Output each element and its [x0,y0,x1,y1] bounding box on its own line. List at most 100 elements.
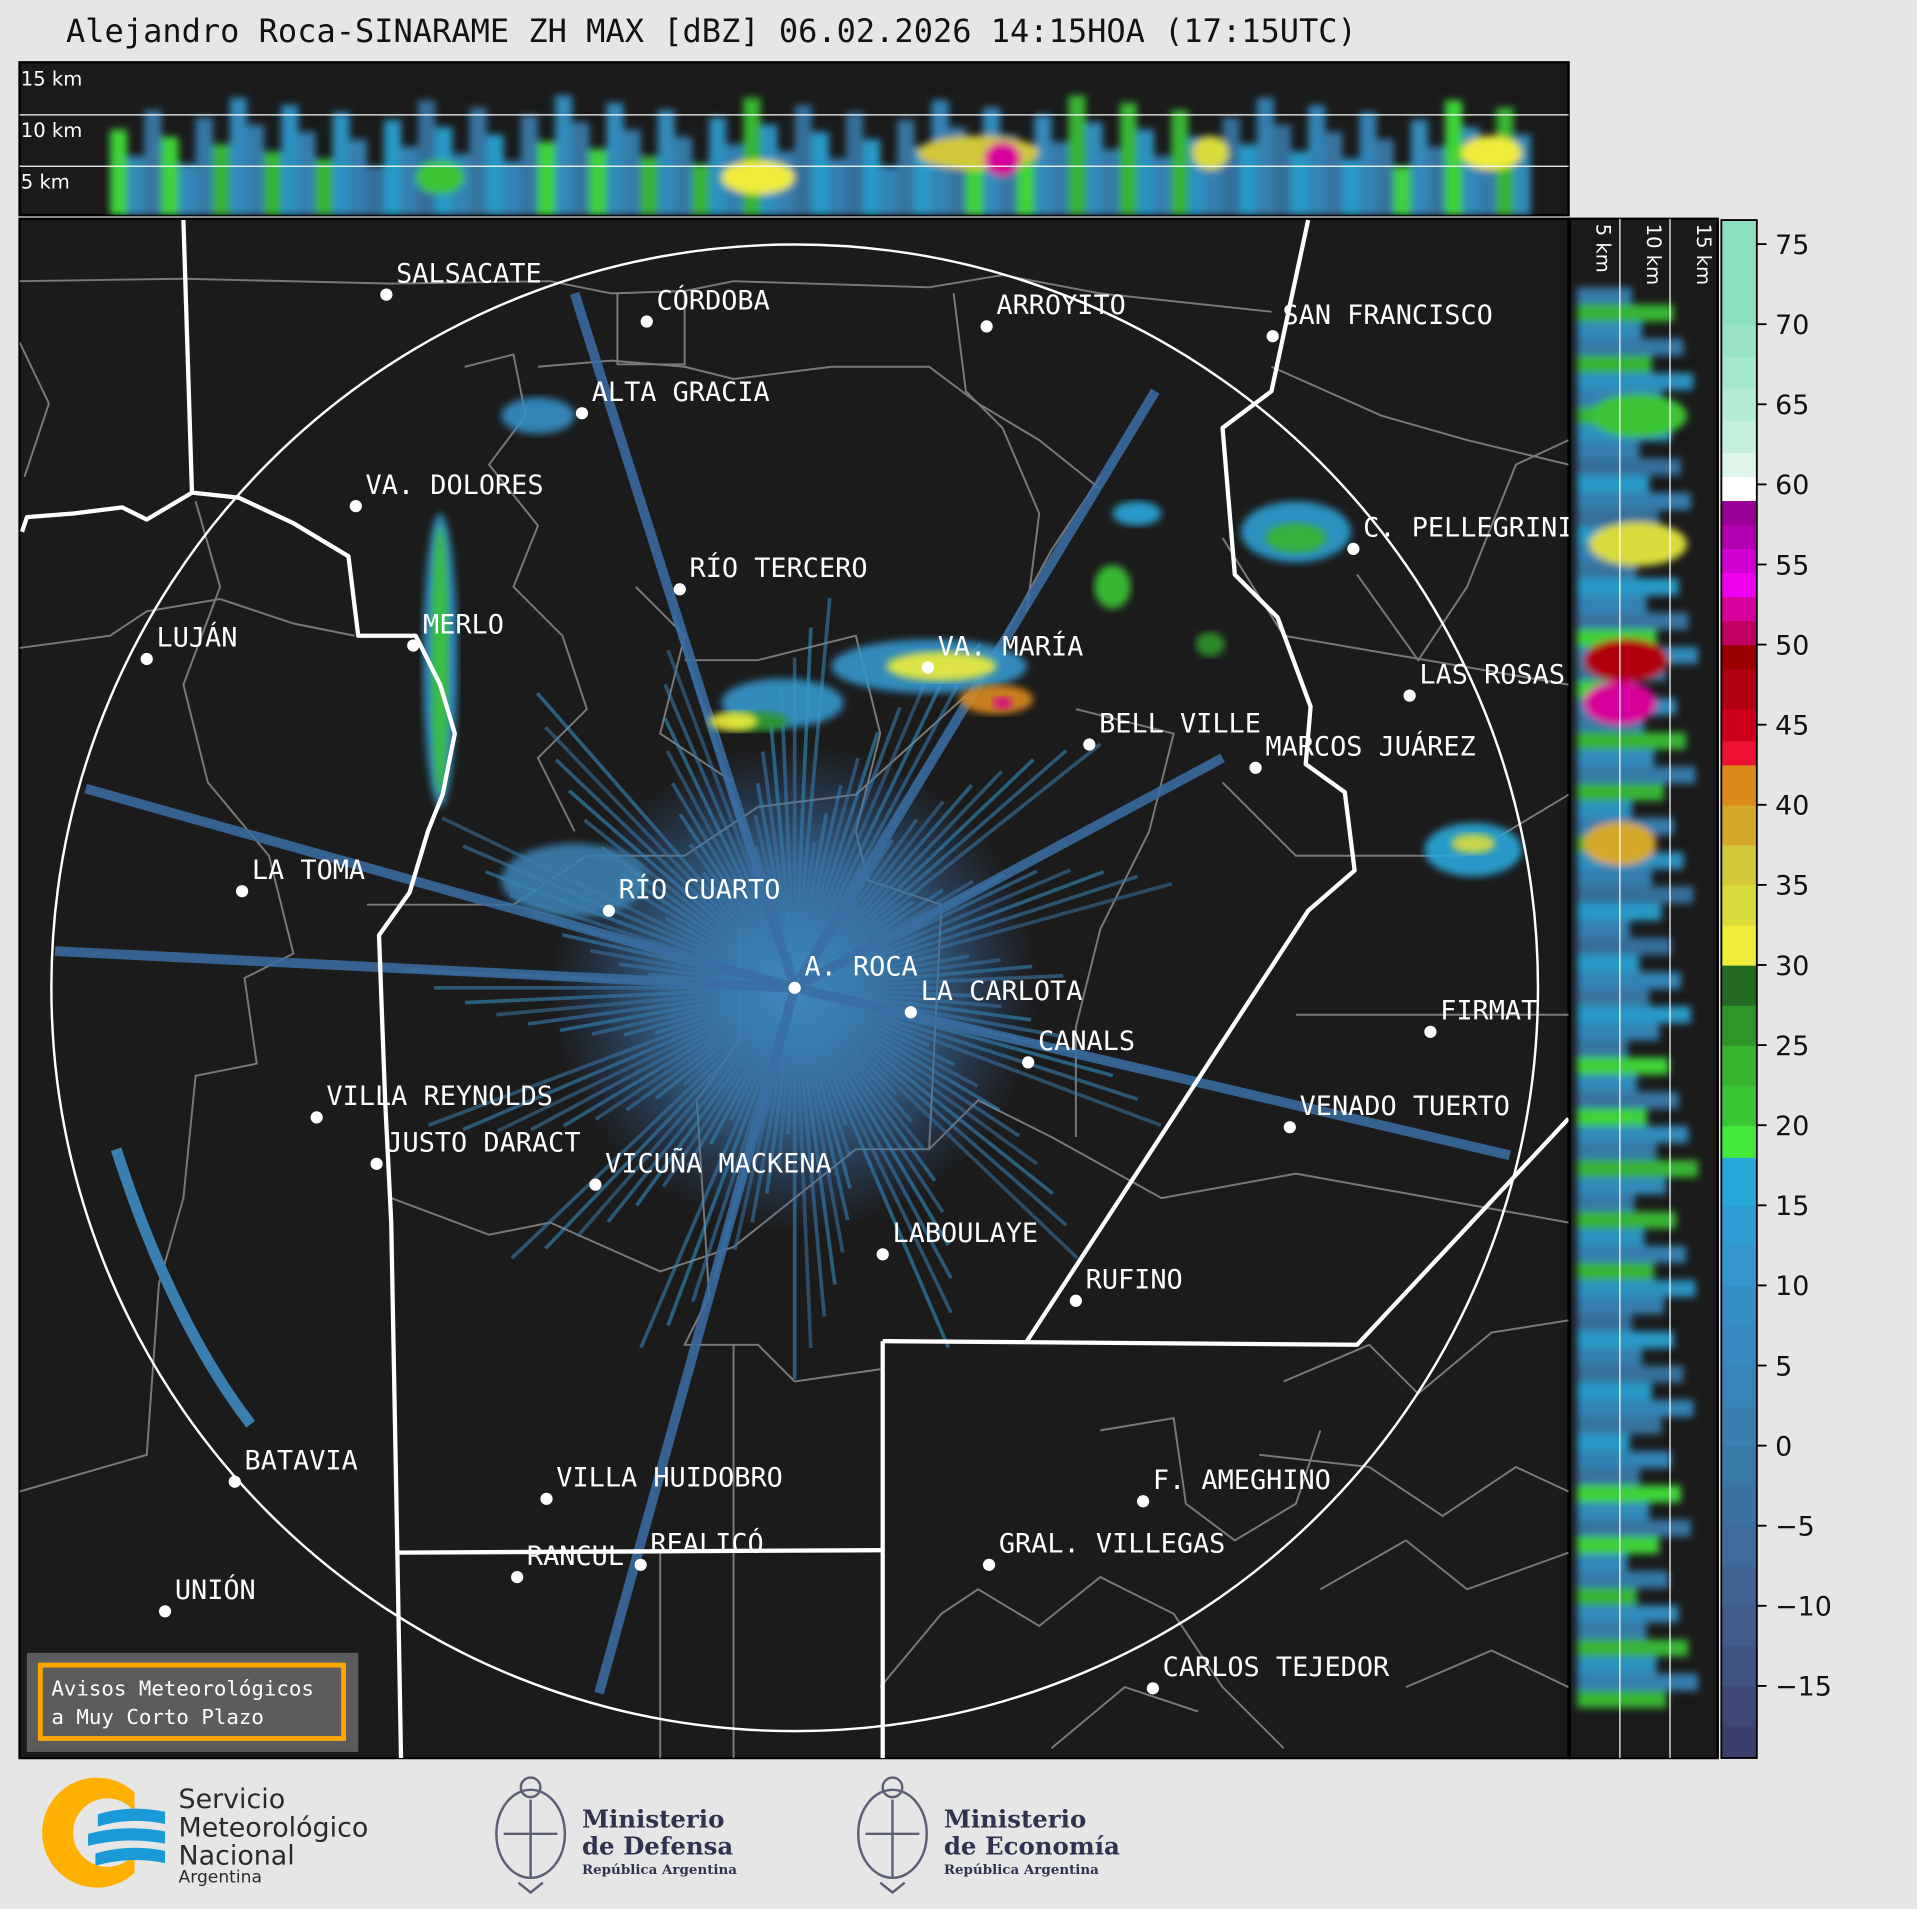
smn-line1: Servicio [179,1784,286,1815]
cross-section-echo [401,146,419,216]
cross-section-echo [1589,393,1688,438]
cross-section-echo [1273,124,1292,216]
colorbar-tick-label: −15 [1775,1672,1832,1703]
cross-section-echo [846,112,864,216]
cross-section-echo [1171,110,1189,216]
city-marker-icon [407,639,420,652]
city-marker-icon [980,320,993,333]
warning-link-box[interactable]: Avisos Meteorológicos a Muy Corto Plazo [26,1652,359,1752]
echo-cell [1265,523,1327,553]
province-boundaries [20,219,1569,1759]
cross-section-echo [1342,158,1360,216]
city-label: GRAL. VILLEGAS [999,1529,1226,1560]
city-label: VA. DOLORES [366,470,544,501]
cross-section-echo [1577,1177,1667,1195]
colorbar-bin [1721,1525,1757,1567]
city-label: VENADO TUERTO [1300,1091,1510,1122]
cross-section-echo [1393,166,1411,216]
colorbar-bin [1721,596,1757,622]
city-marker-icon [921,661,935,674]
cross-section-echo [1577,1553,1628,1571]
cross-section-echo [298,132,316,216]
colorbar-bin [1721,708,1757,742]
colorbar-bin [1721,924,1757,966]
colorbar-bin [1721,1405,1757,1447]
colorbar-bin [1721,740,1757,766]
cross-section-echo [606,102,624,216]
colorbar-tick-label: −5 [1775,1512,1815,1543]
cross-section-echo [1577,1194,1635,1212]
colorbar-bin [1721,1005,1757,1046]
city-label: LA TOMA [252,855,365,886]
city-marker-icon [1266,330,1279,343]
cross-section-echo [418,100,436,216]
defensa-line1: Ministerio [582,1805,724,1834]
cross-section-echo [984,141,1021,177]
cross-section-echo [589,149,607,216]
city-label: LUJÁN [157,622,238,654]
colorbar-bin [1721,356,1757,389]
cross-section-echo [897,119,915,216]
cross-section-echo [623,129,641,216]
colorbar-bin [1721,524,1757,550]
cross-section-echo [1577,1280,1696,1298]
city-label: A. ROCA [804,952,917,983]
colorbar-bin [1721,965,1757,1006]
city-label: LABOULAYE [892,1218,1038,1249]
colorbar-bin [1721,1365,1757,1407]
cross-section-echo [1577,886,1694,904]
cross-section-echo [144,110,162,216]
cross-section-echo [366,166,384,216]
top-cross-section-panel: 15 km 10 km 5 km [18,61,1570,217]
echo-cell [1195,632,1226,657]
cross-section-echo [657,110,675,216]
city-marker-icon [1069,1294,1082,1307]
city-label: CANALS [1038,1026,1135,1057]
cross-section-echo [1577,1690,1667,1708]
cross-section-echo [1051,141,1069,216]
city-marker-icon [349,500,362,513]
city-label: FIRMAT [1440,996,1537,1027]
cross-section-echo [264,151,282,216]
colorbar-bin [1721,452,1757,477]
city-label: CARLOS TEJEDOR [1163,1652,1390,1683]
cross-section-echo [863,139,881,216]
cross-section-echo [1577,578,1679,596]
cross-section-echo [1577,1091,1679,1109]
colorbar-tick-label: 25 [1775,1031,1809,1062]
radar-map: SALSACATE CÓRDOBA ARROYITO SAN FRANCISCO ALT… [18,217,1573,1760]
colorbar-bin [1721,1157,1757,1206]
echo-cell [1112,501,1162,526]
city-marker-icon [158,1605,172,1618]
city-marker-icon [1146,1682,1159,1695]
economia-logo: Ministerio de Economía República Argenti… [857,1776,1120,1895]
city-label: RANCUL [527,1541,624,1572]
city-label: C. PELLEGRINI [1363,513,1573,544]
colorbar-bin [1721,420,1757,453]
city-marker-icon [982,1558,996,1571]
cross-section-echo [110,129,128,216]
city-marker-icon [235,885,249,898]
cross-section-echo [1376,139,1394,216]
cross-section-echo [1577,1023,1660,1041]
cross-section-echo [1577,1143,1657,1161]
cross-section-echo [332,112,350,216]
cross-section-echo [828,158,847,216]
cross-section-echo [1577,1245,1686,1263]
city-marker-icon [370,1157,383,1170]
cross-section-echo [555,95,573,216]
cross-section-echo [811,132,829,216]
colorbar-bin [1721,1205,1757,1246]
cross-section-echo [469,107,487,216]
height-label: 15 km [1692,224,1715,285]
economia-line2: de Economía [944,1832,1120,1861]
city-label: VILLA REYNOLDS [326,1081,553,1112]
city-marker-icon [602,904,615,917]
economia-line3: República Argentina [944,1862,1099,1878]
cross-section-echo [1154,156,1172,216]
city-marker-icon [511,1570,524,1584]
city-label: ALTA GRACIA [592,377,770,408]
colorbar-bin [1721,1085,1757,1126]
cross-section-echo [1577,869,1652,887]
beam-ray [792,753,1225,993]
